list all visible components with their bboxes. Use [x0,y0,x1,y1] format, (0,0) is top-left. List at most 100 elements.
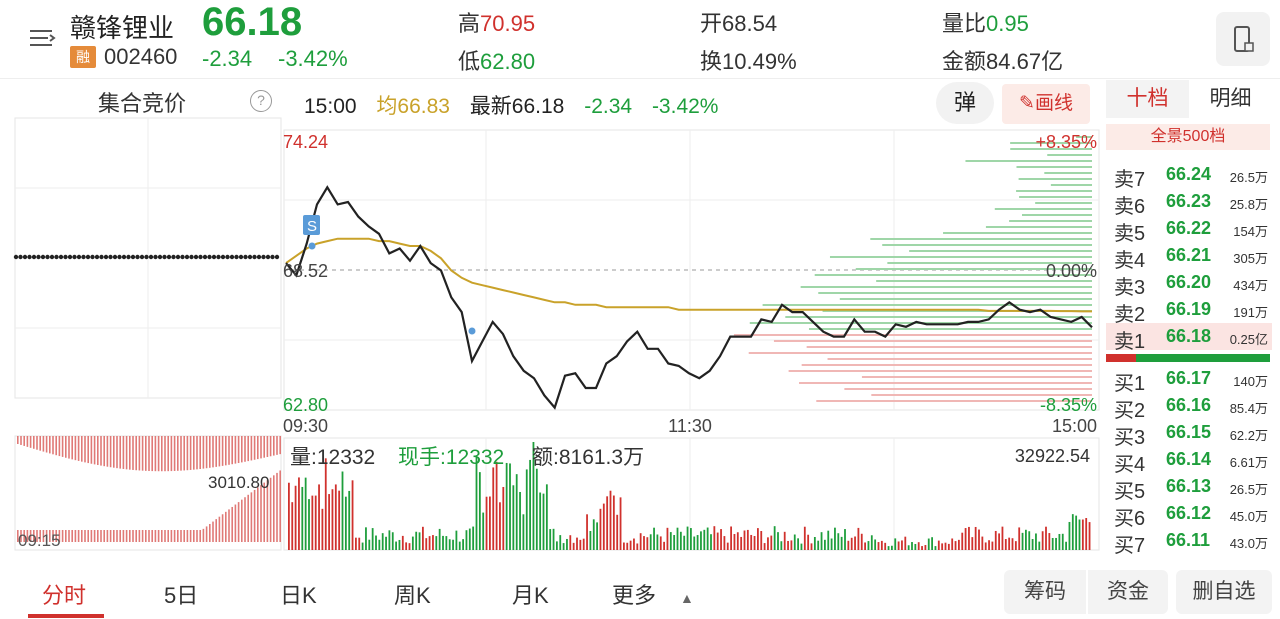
ask-row[interactable]: 卖1 66.18 0.25亿 [1106,323,1272,353]
auction-vol-top [93,436,96,465]
depth-bar [1009,220,1092,222]
tab-5day[interactable]: 5日 [164,583,199,608]
s-marker-icon[interactable]: S [303,215,320,235]
volume-bar [880,540,883,550]
auction-vol-bottom [167,530,169,542]
tab-detail[interactable]: 明细 [1209,87,1252,110]
auction-dot [153,254,158,260]
auction-vol-top [74,436,77,461]
auction-vol-top [173,436,176,471]
bid-row[interactable]: 买2 66.16 85.4万 [1106,392,1272,422]
volume-bar [452,539,454,550]
auction-vol-top [145,436,147,471]
level-label: 买3 [1114,427,1146,449]
auction-vol-bottom [186,530,189,542]
ask-row[interactable]: 卖7 66.24 26.5万 [1106,161,1272,191]
depth-bar [844,388,1092,390]
auction-vol-top [263,436,265,458]
bid-row[interactable]: 买7 66.11 43.0万 [1106,527,1272,557]
menu-icon[interactable] [26,22,58,54]
volume-bar [746,529,749,550]
volume-bar [609,490,612,550]
remove-watchlist-button[interactable]: 删自选 [1176,570,1272,614]
volume-bar [552,528,555,550]
axis-max-price: 74.24 [283,132,328,152]
tab-ten-levels[interactable]: 十档 [1106,80,1189,118]
volume-bar [529,459,531,550]
help-icon[interactable]: ? [250,90,272,112]
volume-bar [763,543,766,550]
auction-vol-top [266,436,269,457]
panorama-500-button[interactable]: 全景500档 [1106,124,1270,150]
level-label: 买1 [1114,373,1146,395]
tab-weekly-k[interactable]: 周K [394,583,431,608]
depth-bar [748,352,1092,354]
auction-vol-top [276,436,278,455]
depth-bar [773,340,1092,342]
level-label: 卖1 [1114,331,1146,353]
volume-bar [790,540,793,550]
draw-line-button[interactable]: ✎画线 [1002,84,1090,124]
auction-vol-top [29,436,32,448]
phone-mode-button[interactable] [1216,12,1270,66]
stat-open: 开68.54 [700,6,777,38]
level-volume: 191万 [1233,305,1268,320]
volume-bar [1085,518,1088,550]
auction-vol-bottom [151,530,153,542]
auction-vol-bottom [90,530,93,542]
volume-bar [438,528,441,550]
volume-bar [375,535,377,550]
auction-vol-bottom [221,514,224,542]
volume-bar [395,541,397,550]
volume-bar [592,519,595,550]
auction-vol-top [170,436,173,472]
axis-prev-close: 68.52 [283,261,328,281]
volume-bar [318,484,320,550]
bid-row[interactable]: 买1 66.17 140万 [1106,365,1272,395]
price-change: -2.34 [202,46,253,71]
ask-row[interactable]: 卖2 66.19 191万 [1106,296,1272,326]
time-label-open: 09:30 [283,416,328,436]
volume-bar [787,540,789,550]
volume-bar [512,485,515,550]
ask-row[interactable]: 卖6 66.23 25.8万 [1106,188,1272,218]
auction-vol-bottom [209,523,211,542]
auction-vol-bottom [138,530,141,542]
tab-daily-k[interactable]: 日K [280,583,317,608]
volume-bar [820,532,823,550]
bid-row[interactable]: 买5 66.13 26.5万 [1106,473,1272,503]
intraday-chart[interactable]: 3010.80 09:15 S 74.24 68.52 62.80 +8.35%… [0,110,1105,570]
volume-bar [586,514,588,550]
orderbook-tabs: 十档 明细 [1106,80,1272,118]
ask-row[interactable]: 卖5 66.22 154万 [1106,215,1272,245]
auction-vol-bottom [250,492,253,542]
volume-bar [408,543,411,550]
auction-vol-bottom [263,482,265,542]
auction-dot [94,254,100,260]
auction-dot [247,254,253,260]
funds-button[interactable]: 资金 [1088,570,1168,614]
ask-row[interactable]: 卖4 66.21 305万 [1106,242,1272,272]
volume-bar [931,537,933,550]
auction-dot [112,254,118,260]
chips-button[interactable]: 筹码 [1004,570,1086,614]
volume-bar [958,539,960,550]
tab-intraday[interactable]: 分时 [42,583,87,608]
auction-dot [243,254,248,260]
volume-bar [472,526,475,550]
auction-vol-top [20,436,22,445]
ask-row[interactable]: 卖3 66.20 434万 [1106,269,1272,299]
auction-vol-bottom [68,530,70,542]
auction-dot [81,254,86,260]
auction-vol-bottom [173,530,176,542]
tab-monthly-k[interactable]: 月K [512,583,549,608]
bid-row[interactable]: 买6 66.12 45.0万 [1106,500,1272,530]
bid-row[interactable]: 买3 66.15 62.2万 [1106,419,1272,449]
bid-row[interactable]: 买4 66.14 6.61万 [1106,446,1272,476]
danmu-button[interactable]: 弹 [936,82,994,124]
auction-vol-top [116,436,118,469]
auction-vol-bottom [215,519,217,542]
volume-bar [847,540,850,550]
volume-bar [834,527,836,550]
tab-more[interactable]: 更多 ▲ [612,578,694,610]
